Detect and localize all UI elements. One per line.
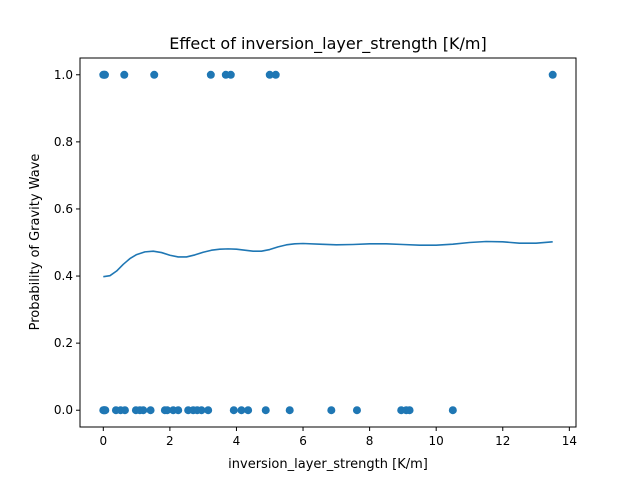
- x-tick-label: 14: [562, 434, 577, 448]
- data-point: [204, 406, 213, 415]
- data-point: [226, 70, 235, 79]
- x-tick-label: 4: [233, 434, 241, 448]
- data-point: [120, 406, 129, 415]
- y-tick-label: 0.2: [54, 336, 73, 350]
- data-point: [448, 406, 457, 415]
- data-point: [101, 406, 110, 415]
- data-point: [120, 70, 129, 79]
- data-point: [327, 406, 336, 415]
- data-point: [237, 406, 246, 415]
- axes-frame: [79, 57, 577, 428]
- probability-curve: [103, 240, 553, 278]
- data-point: [229, 406, 238, 415]
- y-tick-label: 0.4: [54, 269, 73, 283]
- data-point: [163, 406, 172, 415]
- x-tick-label: 8: [366, 434, 374, 448]
- x-axis-label: inversion_layer_strength [K/m]: [228, 457, 428, 472]
- plot-area: [99, 70, 557, 415]
- y-tick-label: 0.6: [54, 202, 73, 216]
- data-point: [150, 70, 159, 79]
- y-axis-label: Probability of Gravity Wave: [28, 154, 43, 331]
- data-point: [548, 70, 557, 79]
- data-point: [271, 70, 280, 79]
- data-point: [100, 70, 109, 79]
- chart-title: Effect of inversion_layer_strength [K/m]: [169, 34, 486, 54]
- data-point: [146, 406, 155, 415]
- data-point: [139, 406, 148, 415]
- data-point: [206, 70, 215, 79]
- data-point: [405, 406, 414, 415]
- data-point: [261, 406, 270, 415]
- x-tick-label: 10: [429, 434, 444, 448]
- data-point: [285, 406, 294, 415]
- x-tick-label: 0: [99, 434, 107, 448]
- x-tick-label: 12: [495, 434, 510, 448]
- data-point: [197, 406, 206, 415]
- data-point: [174, 406, 183, 415]
- ticks-group: 0 2 4 6 8 10 12 14 0.0 0.2 0.4 0.6 0.8 1.0: [54, 68, 577, 448]
- x-tick-label: 2: [166, 434, 174, 448]
- data-point: [352, 406, 361, 415]
- data-point: [244, 406, 253, 415]
- y-tick-label: 0.8: [54, 135, 73, 149]
- data-point: [265, 70, 274, 79]
- x-tick-label: 6: [299, 434, 307, 448]
- y-tick-label: 0.0: [54, 403, 73, 417]
- y-tick-label: 1.0: [54, 68, 73, 82]
